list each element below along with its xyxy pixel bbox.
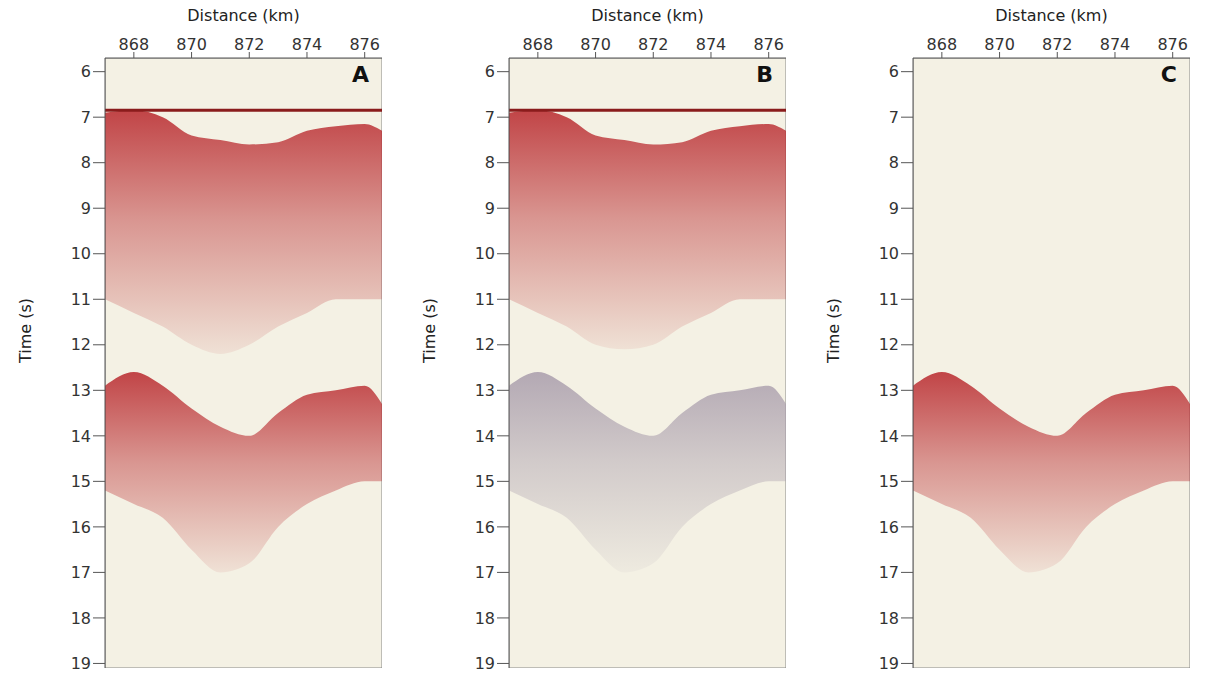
html-text:A: A [352, 62, 369, 87]
svg-text:876: 876 [753, 35, 784, 54]
svg-text:Time (s): Time (s) [420, 298, 439, 364]
svg-text:19: 19 [475, 654, 495, 673]
svg-text:8: 8 [81, 153, 91, 172]
svg-text:14: 14 [71, 427, 91, 446]
svg-text:10: 10 [71, 244, 91, 263]
svg-text:9: 9 [81, 199, 91, 218]
html-text:B: B [756, 62, 773, 87]
svg-text:15: 15 [879, 472, 899, 491]
svg-text:868: 868 [927, 35, 958, 54]
svg-text:10: 10 [475, 244, 495, 263]
svg-text:876: 876 [349, 35, 380, 54]
svg-text:872: 872 [638, 35, 669, 54]
svg-text:10: 10 [879, 244, 899, 263]
svg-text:Distance (km): Distance (km) [995, 6, 1107, 25]
svg-text:18: 18 [71, 609, 91, 628]
svg-text:13: 13 [71, 381, 91, 400]
svg-text:Time (s): Time (s) [16, 298, 35, 364]
svg-text:874: 874 [292, 35, 323, 54]
svg-text:17: 17 [475, 563, 495, 582]
svg-text:8: 8 [485, 153, 495, 172]
svg-text:13: 13 [879, 381, 899, 400]
html-text:C: C [1160, 62, 1177, 87]
svg-text:9: 9 [889, 199, 899, 218]
svg-text:11: 11 [475, 290, 495, 309]
svg-text:12: 12 [475, 335, 495, 354]
svg-text:15: 15 [71, 472, 91, 491]
svg-text:16: 16 [71, 518, 91, 537]
svg-text:7: 7 [889, 108, 899, 127]
svg-text:872: 872 [234, 35, 265, 54]
svg-text:Time (s): Time (s) [824, 298, 843, 364]
svg-text:870: 870 [984, 35, 1015, 54]
svg-text:15: 15 [475, 472, 495, 491]
svg-text:876: 876 [1157, 35, 1188, 54]
svg-text:17: 17 [879, 563, 899, 582]
svg-text:12: 12 [879, 335, 899, 354]
svg-text:17: 17 [71, 563, 91, 582]
svg-text:11: 11 [879, 290, 899, 309]
svg-text:872: 872 [1042, 35, 1073, 54]
svg-text:Distance (km): Distance (km) [187, 6, 299, 25]
svg-text:12: 12 [71, 335, 91, 354]
svg-text:Distance (km): Distance (km) [591, 6, 703, 25]
svg-text:7: 7 [485, 108, 495, 127]
svg-text:8: 8 [889, 153, 899, 172]
svg-text:14: 14 [475, 427, 495, 446]
svg-text:7: 7 [81, 108, 91, 127]
svg-text:6: 6 [81, 62, 91, 81]
svg-text:19: 19 [879, 654, 899, 673]
svg-text:868: 868 [523, 35, 554, 54]
svg-text:16: 16 [879, 518, 899, 537]
svg-text:18: 18 [879, 609, 899, 628]
svg-text:6: 6 [485, 62, 495, 81]
svg-text:9: 9 [485, 199, 495, 218]
svg-text:6: 6 [889, 62, 899, 81]
svg-text:18: 18 [475, 609, 495, 628]
svg-text:13: 13 [475, 381, 495, 400]
svg-text:14: 14 [879, 427, 899, 446]
svg-text:11: 11 [71, 290, 91, 309]
svg-text:19: 19 [71, 654, 91, 673]
svg-text:870: 870 [176, 35, 207, 54]
svg-text:870: 870 [580, 35, 611, 54]
svg-text:874: 874 [696, 35, 727, 54]
svg-text:874: 874 [1100, 35, 1131, 54]
svg-text:868: 868 [119, 35, 150, 54]
svg-text:16: 16 [475, 518, 495, 537]
